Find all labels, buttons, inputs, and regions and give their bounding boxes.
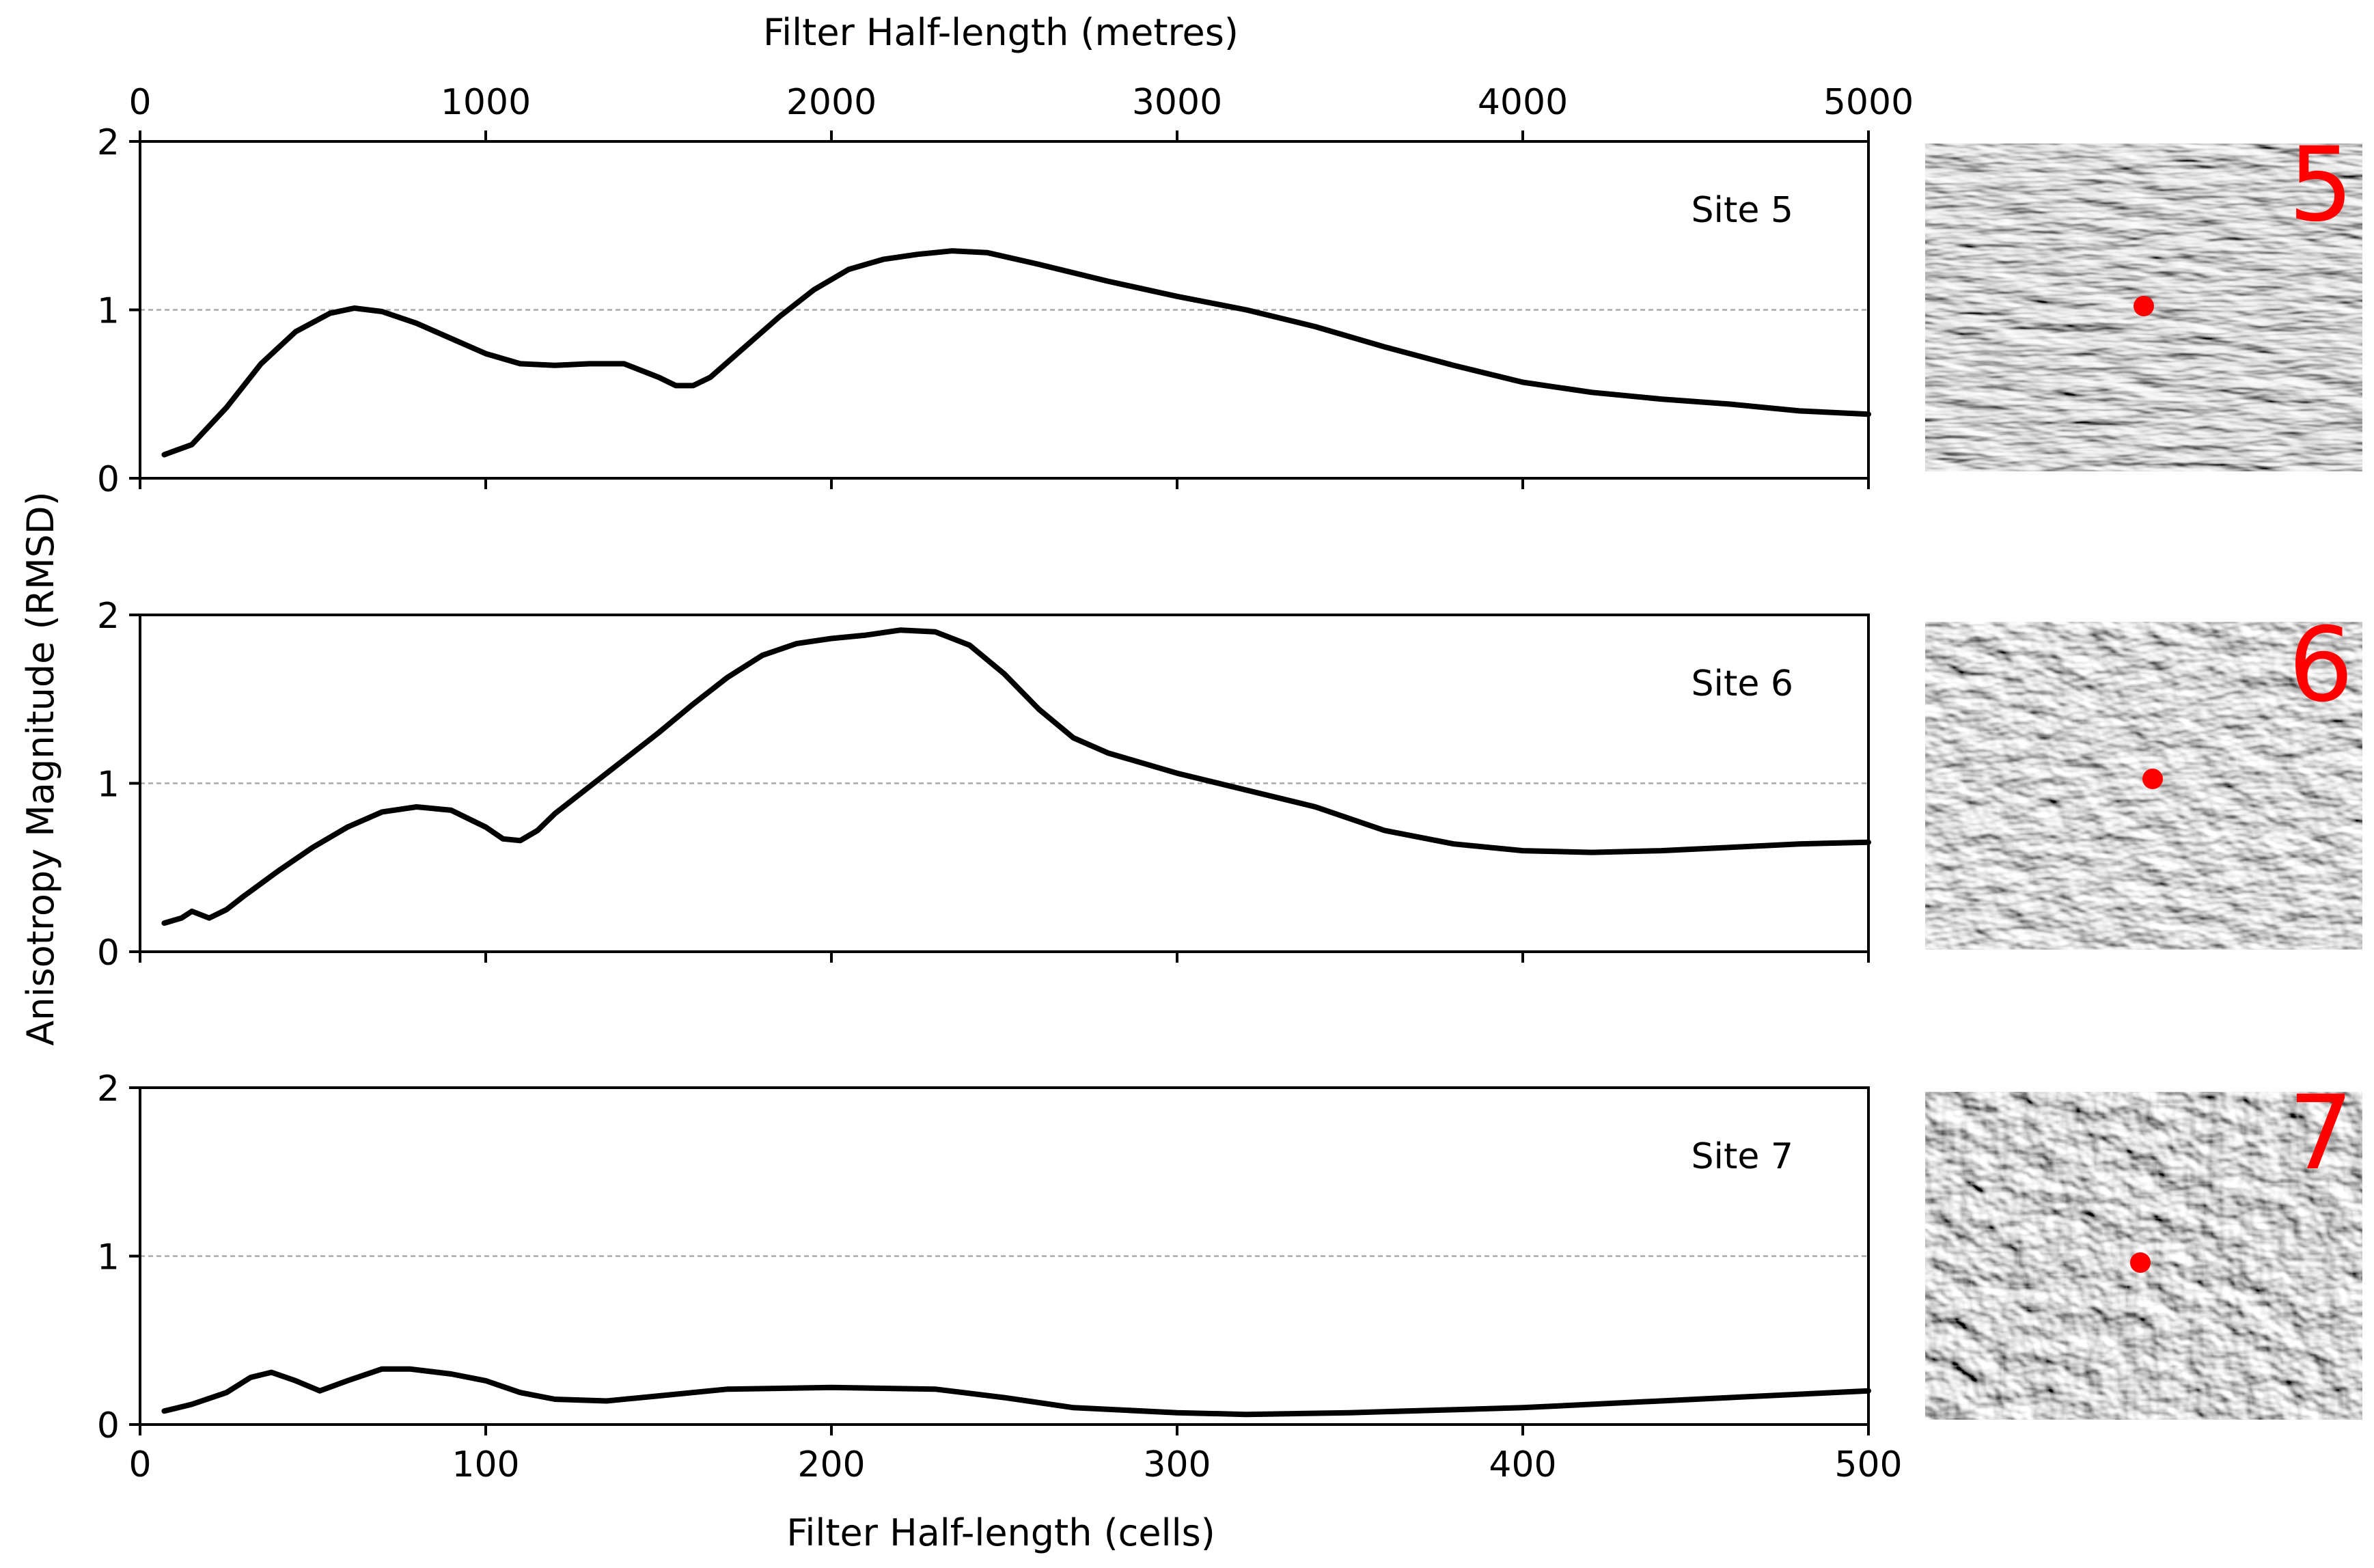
site-5-thumbnail: 5 (1925, 126, 2362, 471)
x-axis-title-bottom: Filter Half-length (cells) (786, 1511, 1215, 1554)
data-line (161, 627, 1871, 926)
site-label: Site 6 (1692, 663, 1793, 704)
y-tick-label: 1 (97, 765, 120, 806)
x-tick-label-top: 4000 (1478, 82, 1568, 123)
x-tick-label-top: 1000 (441, 82, 531, 123)
y-tick-label: 0 (97, 459, 120, 500)
site-label: Site 7 (1692, 1136, 1793, 1177)
x-tick-label-top: 0 (128, 82, 151, 123)
site-6-thumbnail: 6 (1925, 606, 2362, 950)
site-5-thumbnail-number: 5 (2289, 126, 2354, 245)
site-label: Site 5 (1692, 190, 1793, 231)
x-tick-label-bottom: 200 (797, 1444, 865, 1485)
y-tick-label: 0 (97, 933, 120, 974)
y-tick-label: 1 (97, 1237, 120, 1278)
data-line (161, 1366, 1871, 1418)
x-tick-label-bottom: 0 (128, 1444, 151, 1485)
x-tick-label-bottom: 300 (1143, 1444, 1211, 1485)
panel-site-6: 0 1 2 Site 6 (97, 596, 1871, 974)
y-tick-label: 2 (97, 122, 120, 163)
y-axis-title: Anisotropy Magnitude (RMSD) (19, 491, 62, 1045)
y-tick-label: 2 (97, 1069, 120, 1110)
panel-site-7: 0 1 2 0 100 200 300 400 500 Site 7 (97, 1069, 1903, 1485)
x-tick-label-top: 3000 (1132, 82, 1222, 123)
x-tick-label-top: 2000 (786, 82, 877, 123)
x-tick-label-bottom: 500 (1834, 1444, 1902, 1485)
site-6-thumbnail-number: 6 (2289, 606, 2354, 725)
data-line (161, 248, 1871, 458)
x-tick-label-top: 5000 (1823, 82, 1914, 123)
site-6-hillshade (1925, 622, 2362, 950)
site-6-marker (2142, 769, 2163, 789)
site-5-marker (2134, 296, 2154, 316)
site-7-marker (2130, 1252, 2151, 1273)
y-tick-label: 1 (97, 291, 120, 332)
x-tick-label-bottom: 400 (1489, 1444, 1556, 1485)
x-axis-title-top: Filter Half-length (metres) (763, 11, 1239, 54)
site-7-thumbnail: 7 (1925, 1074, 2362, 1420)
y-tick-label: 0 (97, 1405, 120, 1446)
site-7-thumbnail-number: 7 (2289, 1074, 2354, 1193)
x-tick-label-bottom: 100 (452, 1444, 519, 1485)
y-tick-label: 2 (97, 596, 120, 637)
